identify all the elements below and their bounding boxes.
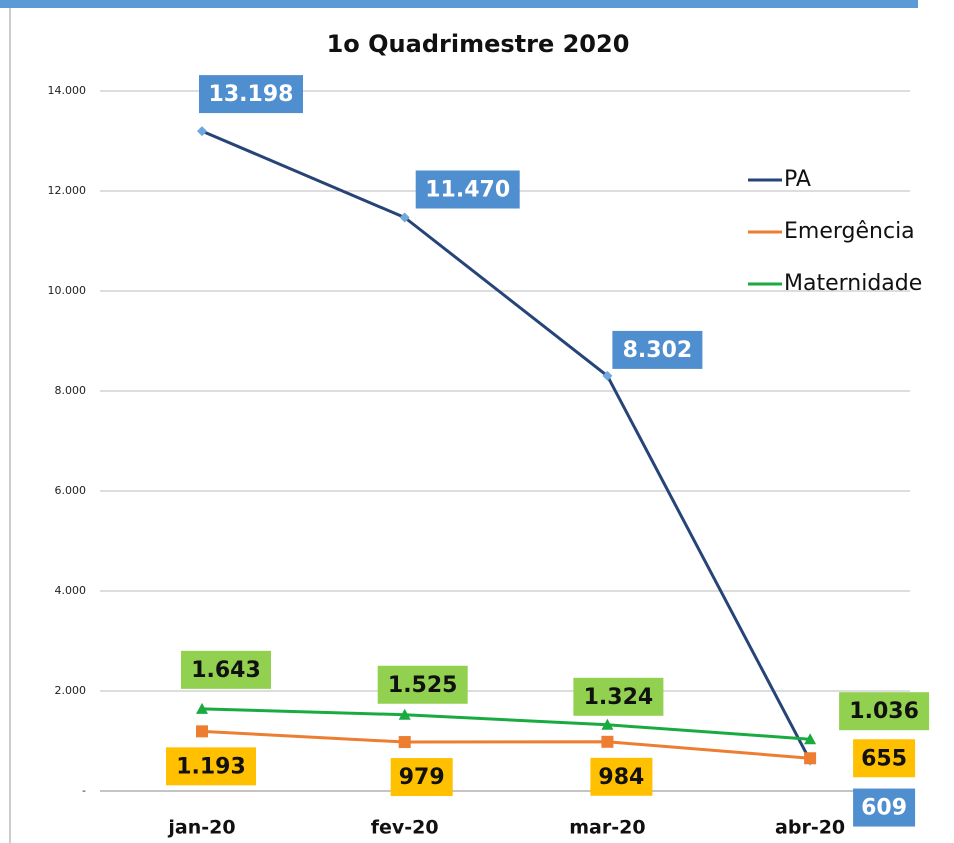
y-tick-label: 8.000 (55, 384, 87, 397)
y-tick-label: 2.000 (55, 684, 87, 697)
label-box (166, 747, 256, 786)
series-line (201, 729, 811, 760)
marker (804, 733, 817, 745)
label-box (612, 330, 703, 369)
data-label: 13.198 (209, 82, 294, 107)
series-line (201, 129, 812, 762)
label-box (853, 739, 916, 778)
series-line (201, 707, 811, 741)
chart-title: 1o Quadrimestre 2020 (327, 30, 630, 58)
marker (398, 736, 411, 749)
marker (804, 752, 817, 765)
marker (602, 370, 613, 381)
y-tick-label: - (82, 784, 86, 797)
x-tick-label: abr-20 (775, 817, 845, 839)
legend-label: PA (784, 167, 811, 192)
marker (196, 725, 208, 738)
marker (399, 212, 410, 223)
x-tick-label: jan-20 (167, 817, 235, 839)
data-label: 979 (399, 765, 445, 790)
y-tick-label: 4.000 (55, 584, 87, 597)
x-tick-label: mar-20 (569, 817, 645, 839)
label-box (590, 757, 653, 796)
label-box (199, 75, 303, 114)
label-box (839, 692, 930, 731)
legend-label: Emergência (784, 219, 915, 244)
label-box (415, 170, 520, 209)
data-label: 1.036 (849, 699, 919, 724)
label-box (181, 650, 271, 689)
y-tick-label: 6.000 (55, 484, 87, 497)
marker (196, 702, 208, 714)
data-label: 1.324 (584, 685, 654, 710)
data-label: 984 (598, 765, 644, 790)
marker (398, 708, 411, 720)
y-tick-label: 14.000 (48, 84, 87, 97)
label-box (853, 788, 916, 827)
marker (601, 735, 614, 748)
label-box (390, 758, 453, 797)
legend-label: Maternidade (784, 271, 922, 296)
x-tick-label: fev-20 (371, 817, 439, 839)
data-label: 8.302 (623, 338, 693, 363)
label-box (377, 665, 468, 704)
data-label: 609 (861, 796, 907, 821)
data-label: 11.470 (425, 178, 510, 203)
y-tick-label: 10.000 (48, 284, 87, 297)
marker (197, 126, 207, 137)
top-strip (0, 0, 918, 8)
data-label: 655 (861, 746, 907, 771)
y-tick-label: 12.000 (48, 184, 87, 197)
data-label: 1.525 (388, 673, 458, 698)
data-label: 1.643 (191, 658, 261, 683)
marker (601, 718, 614, 730)
label-box (573, 677, 664, 716)
data-label: 1.193 (176, 754, 246, 779)
